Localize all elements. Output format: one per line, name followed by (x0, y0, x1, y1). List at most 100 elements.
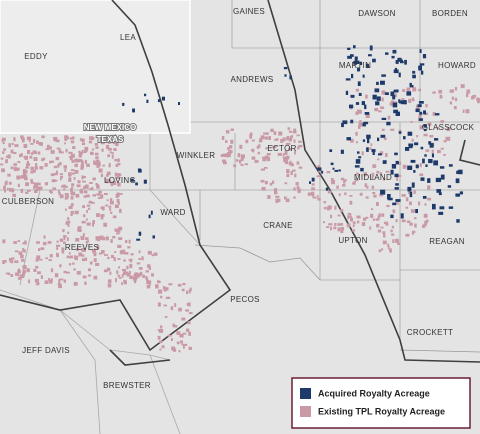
existing-acreage (188, 346, 192, 350)
existing-acreage (411, 97, 414, 100)
existing-acreage (148, 267, 151, 270)
existing-acreage (98, 168, 103, 173)
existing-acreage (129, 259, 132, 263)
existing-acreage (88, 268, 91, 272)
existing-acreage (394, 202, 399, 205)
existing-acreage (251, 139, 255, 142)
existing-acreage (374, 108, 379, 112)
existing-acreage (86, 240, 90, 243)
existing-acreage (25, 166, 30, 169)
existing-acreage (130, 253, 134, 256)
existing-acreage (74, 282, 77, 286)
existing-acreage (52, 187, 57, 190)
existing-acreage (339, 209, 344, 213)
existing-acreage (41, 135, 45, 139)
existing-acreage (9, 187, 12, 192)
existing-acreage (126, 272, 131, 277)
existing-acreage (188, 289, 191, 294)
acquired-acreage (395, 160, 399, 165)
existing-acreage (22, 139, 25, 143)
existing-acreage (63, 279, 66, 283)
existing-acreage (20, 153, 23, 157)
existing-acreage (282, 156, 287, 159)
acquired-acreage (432, 203, 436, 210)
existing-acreage (221, 136, 225, 140)
existing-acreage (278, 131, 283, 136)
acquired-acreage (404, 59, 407, 65)
existing-acreage (74, 210, 79, 215)
acquired-acreage (412, 70, 416, 74)
existing-acreage (99, 235, 104, 240)
existing-acreage (249, 135, 253, 139)
acquired-acreage (414, 142, 419, 146)
existing-acreage (1, 137, 6, 142)
existing-acreage (98, 163, 101, 167)
existing-acreage (17, 183, 20, 188)
existing-acreage (262, 158, 267, 162)
county-label: HOWARD (438, 61, 476, 70)
existing-acreage (387, 115, 391, 120)
existing-acreage (115, 164, 119, 167)
existing-acreage (96, 164, 100, 168)
existing-acreage (311, 191, 315, 196)
existing-acreage (25, 191, 29, 194)
existing-acreage (26, 268, 30, 273)
existing-acreage (64, 135, 68, 138)
existing-acreage (365, 196, 369, 199)
existing-acreage (352, 221, 356, 225)
existing-acreage (147, 250, 152, 255)
existing-acreage (23, 176, 28, 181)
existing-acreage (69, 155, 72, 159)
acquired-acreage (408, 143, 414, 147)
existing-acreage (92, 222, 94, 227)
existing-acreage (110, 254, 114, 259)
existing-acreage (60, 151, 64, 154)
existing-acreage (118, 226, 123, 231)
existing-acreage (56, 170, 58, 174)
acquired-acreage (425, 164, 428, 167)
existing-acreage (170, 306, 173, 310)
existing-acreage (411, 230, 414, 235)
existing-acreage (10, 166, 14, 170)
acquired-acreage (342, 120, 348, 125)
acquired-acreage (434, 113, 440, 116)
existing-acreage (20, 275, 25, 278)
existing-acreage (138, 258, 141, 260)
existing-acreage (129, 263, 133, 269)
acquired-acreage (405, 147, 410, 151)
existing-acreage (471, 96, 475, 100)
acquired-acreage (440, 174, 445, 180)
existing-acreage (260, 135, 265, 140)
legend-box (291, 377, 471, 429)
acquired-acreage (422, 54, 427, 59)
existing-acreage (277, 152, 282, 156)
acquired-acreage (375, 101, 380, 106)
acquired-acreage (421, 70, 424, 75)
county-label: CRANE (263, 221, 293, 230)
existing-acreage (298, 166, 303, 169)
acquired-acreage (419, 49, 422, 53)
existing-acreage (294, 150, 296, 155)
acquired-acreage (341, 123, 344, 128)
existing-acreage (95, 236, 99, 239)
existing-acreage (124, 280, 127, 285)
existing-acreage (91, 148, 94, 151)
existing-acreage (86, 194, 90, 198)
existing-acreage (56, 240, 59, 243)
county-label: LOVING (104, 176, 136, 185)
existing-acreage (13, 163, 17, 166)
existing-acreage (30, 166, 34, 171)
existing-acreage (182, 283, 186, 286)
existing-acreage (13, 167, 18, 171)
existing-acreage (258, 144, 261, 148)
existing-acreage (116, 163, 121, 166)
existing-acreage (261, 187, 266, 191)
acquired-acreage (138, 231, 142, 236)
existing-acreage (411, 138, 414, 142)
acquired-acreage (423, 124, 427, 128)
existing-acreage (408, 98, 412, 103)
existing-acreage (118, 193, 123, 195)
existing-acreage (36, 255, 41, 260)
existing-acreage (26, 136, 31, 141)
existing-acreage (410, 121, 413, 123)
